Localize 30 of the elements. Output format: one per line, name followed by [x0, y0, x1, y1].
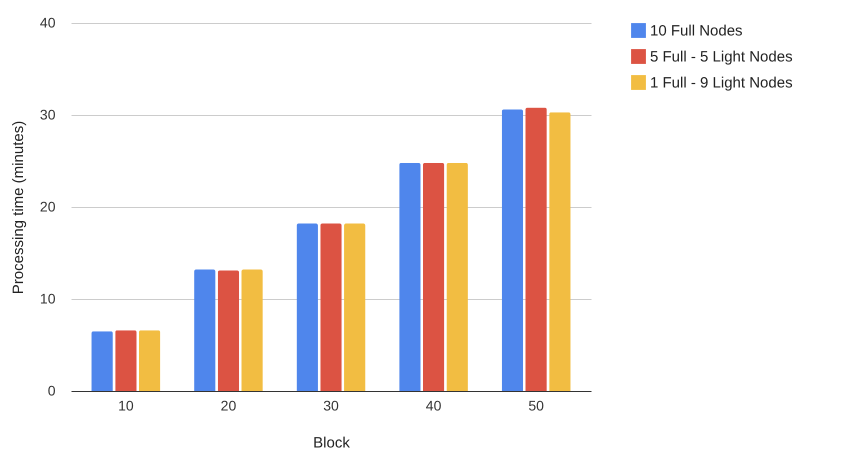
x-tick-label: 20	[220, 398, 236, 414]
x-tick-label: 50	[528, 398, 544, 414]
x-axis-title: Block	[313, 434, 350, 452]
bar	[525, 108, 547, 391]
bar	[446, 162, 468, 391]
bar	[115, 330, 137, 391]
bar	[549, 112, 570, 391]
bar	[296, 224, 318, 391]
bar	[502, 109, 524, 391]
bar	[399, 162, 421, 391]
y-tick-label: 30	[40, 106, 56, 122]
y-tick-label: 10	[40, 290, 56, 306]
y-tick-label: 20	[40, 198, 56, 214]
legend-label: 1 Full - 9 Light Nodes	[650, 74, 793, 92]
y-tick-label: 0	[48, 382, 56, 398]
legend-label: 10 Full Nodes	[650, 22, 743, 40]
bar	[92, 331, 113, 391]
bar	[218, 270, 240, 391]
x-tick-label: 10	[118, 398, 134, 414]
bar	[241, 270, 263, 391]
bar	[344, 224, 366, 391]
x-tick-label: 30	[323, 398, 339, 414]
bar	[422, 162, 444, 391]
bar	[138, 330, 160, 391]
legend-label: 5 Full - 5 Light Nodes	[650, 48, 793, 66]
x-tick-label: 40	[426, 398, 442, 414]
bar	[194, 270, 216, 391]
y-axis-title: Processing time (minutes)	[10, 120, 27, 294]
y-tick-label: 40	[40, 14, 56, 30]
bar	[320, 224, 342, 391]
